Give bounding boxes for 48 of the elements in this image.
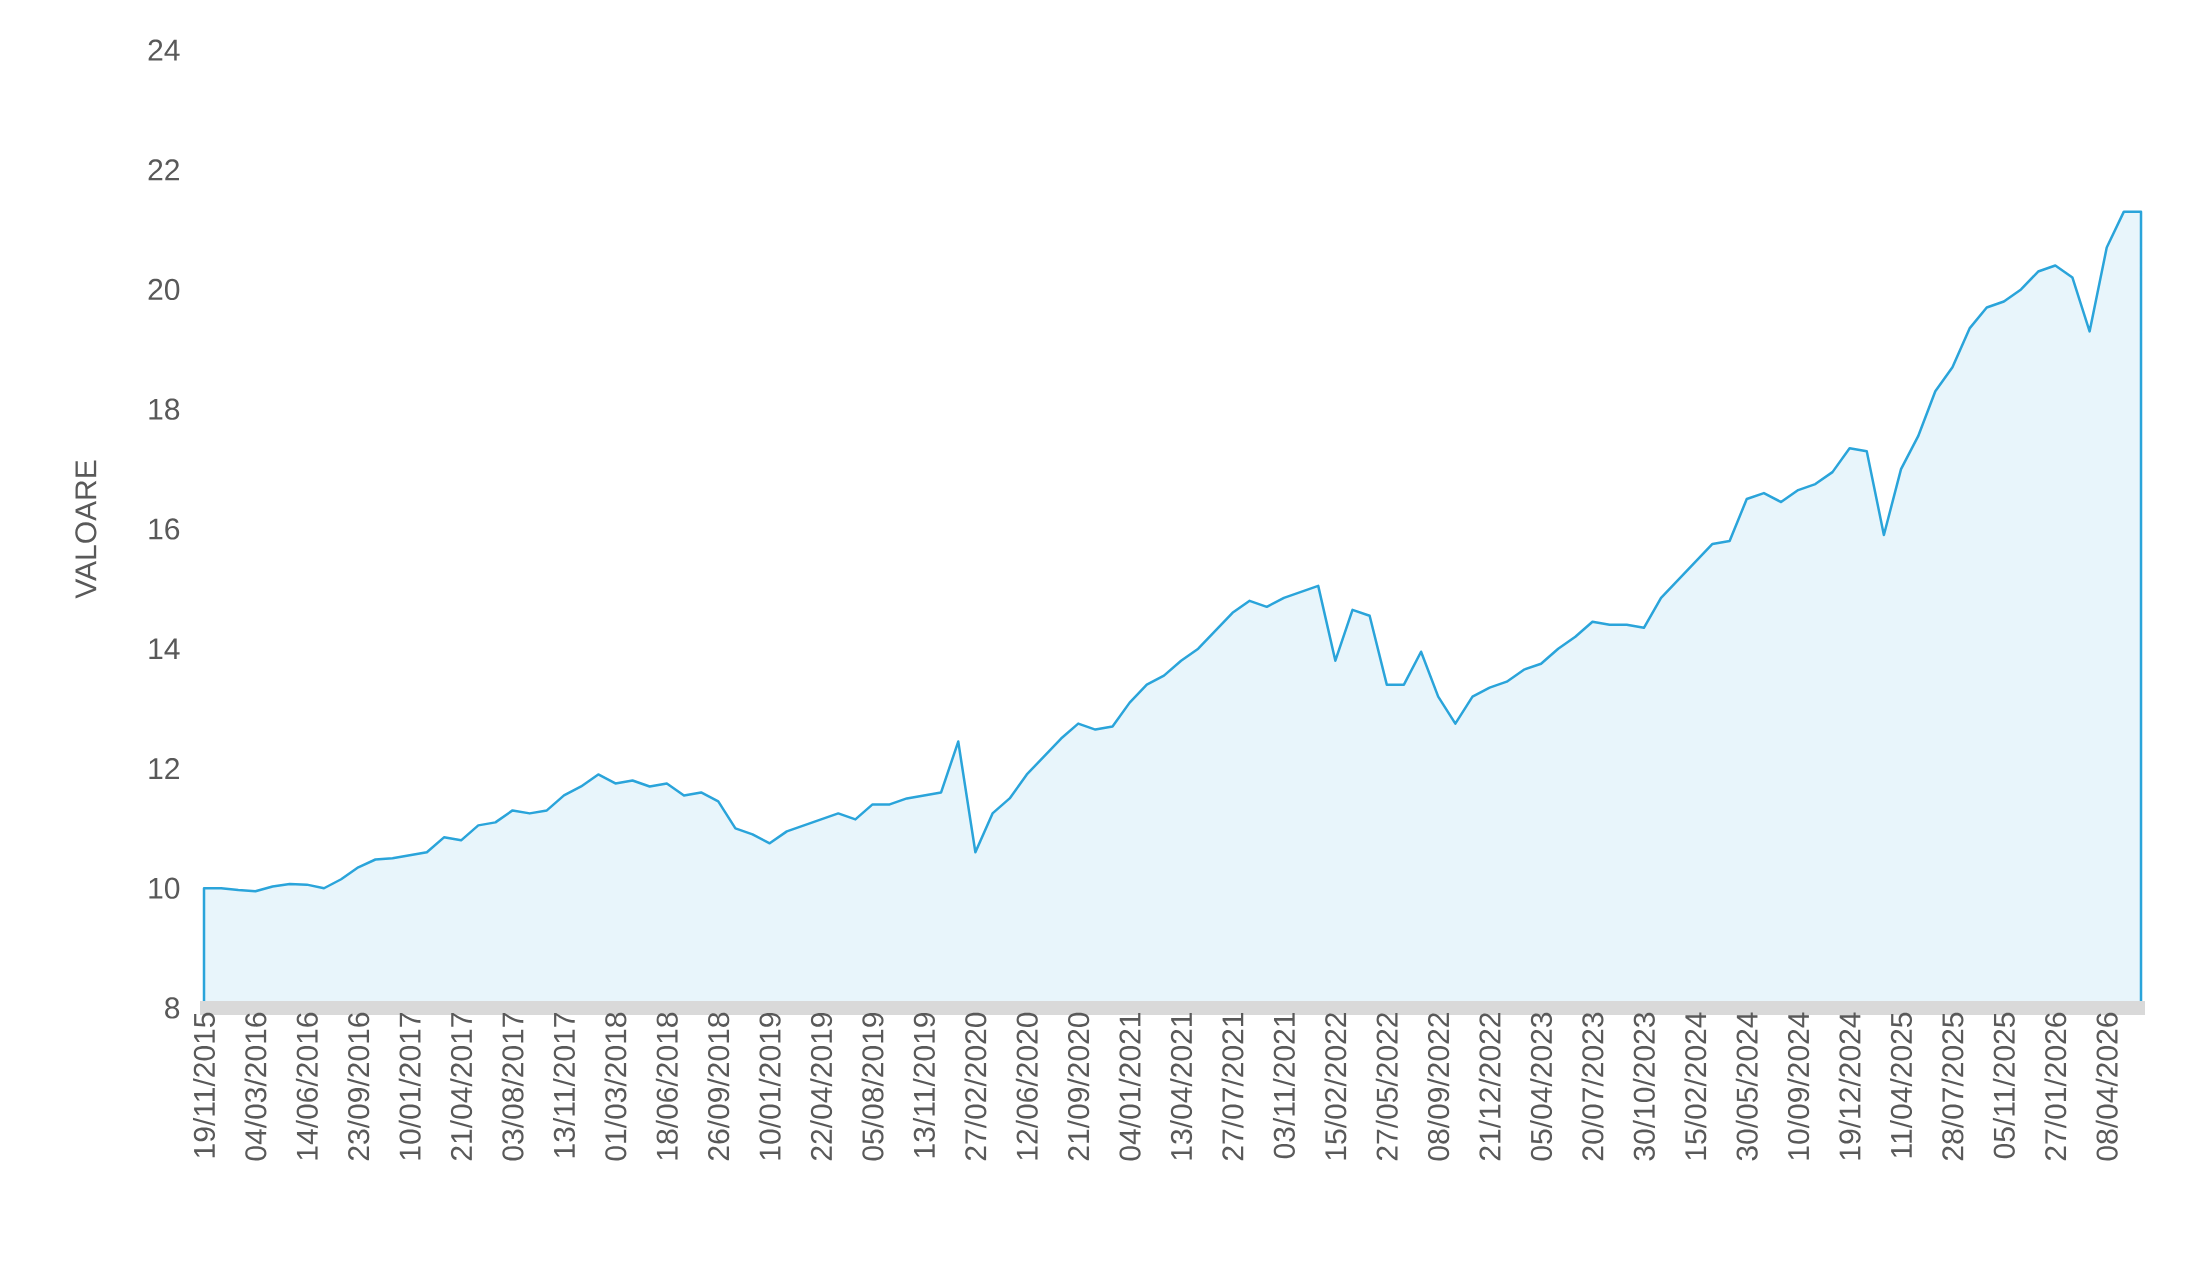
x-tick-label: 27/07/2021 bbox=[1221, 1013, 1244, 1161]
x-tick-label: 04/03/2016 bbox=[244, 1012, 267, 1161]
x-tick-label: 21/12/2022 bbox=[1478, 1013, 1501, 1161]
x-tick-label: 08/04/2026 bbox=[2095, 1012, 2118, 1161]
x-tick-label: 27/01/2026 bbox=[2044, 1012, 2067, 1161]
x-tick-label: 21/09/2020 bbox=[1067, 1012, 1090, 1161]
x-tick-label: 14/06/2016 bbox=[295, 1012, 318, 1160]
y-tick-label: 24 bbox=[148, 39, 180, 61]
x-tick-label: 11/04/2025 bbox=[1890, 1012, 1913, 1158]
x-tick-label: 30/10/2023 bbox=[1632, 1012, 1655, 1161]
x-tick-label: 20/07/2023 bbox=[1581, 1012, 1604, 1161]
x-tick-label: 19/11/2015 bbox=[193, 1012, 216, 1158]
x-tick-label: 10/09/2024 bbox=[1787, 1012, 1810, 1160]
x-tick-label: 26/09/2018 bbox=[707, 1012, 730, 1161]
x-tick-label: 08/09/2022 bbox=[1427, 1013, 1450, 1161]
x-tick-label: 04/01/2021 bbox=[1118, 1013, 1141, 1161]
y-axis-title: VALOARE bbox=[75, 460, 97, 599]
x-tick-label: 28/07/2025 bbox=[1941, 1012, 1964, 1161]
x-tick-label: 05/11/2025 bbox=[1992, 1012, 2015, 1159]
x-tick-label: 21/04/2017 bbox=[450, 1013, 473, 1161]
x-tick-label: 15/02/2024 bbox=[1684, 1012, 1707, 1160]
y-tick-label: 8 bbox=[165, 997, 180, 1019]
x-tick-label: 27/02/2020 bbox=[964, 1012, 987, 1161]
x-tick-label: 22/04/2019 bbox=[810, 1012, 833, 1161]
x-tick-label: 13/04/2021 bbox=[1170, 1013, 1193, 1160]
x-tick-label: 05/08/2019 bbox=[861, 1012, 884, 1161]
x-tick-label: 23/09/2016 bbox=[347, 1012, 370, 1161]
x-tick-label: 03/11/2021 bbox=[1272, 1012, 1295, 1159]
y-tick-label: 10 bbox=[149, 877, 180, 899]
x-tick-label: 13/11/2019 bbox=[912, 1012, 935, 1158]
x-tick-label: 10/01/2017 bbox=[398, 1013, 421, 1160]
y-tick-label: 22 bbox=[148, 159, 179, 181]
x-tick-label: 05/04/2023 bbox=[1530, 1012, 1553, 1161]
y-tick-label: 20 bbox=[148, 278, 180, 301]
x-tick-label: 15/02/2022 bbox=[1324, 1013, 1347, 1160]
x-tick-label: 01/03/2018 bbox=[604, 1012, 627, 1161]
y-tick-label: 12 bbox=[149, 758, 179, 779]
x-tick-label: 19/12/2024 bbox=[1838, 1012, 1861, 1160]
x-tick-label: 30/05/2024 bbox=[1735, 1012, 1758, 1161]
x-tick-label: 03/08/2017 bbox=[501, 1013, 524, 1161]
x-tick-label: 18/06/2018 bbox=[655, 1012, 678, 1160]
x-tick-label: 10/01/2019 bbox=[758, 1012, 781, 1160]
y-tick-label: 16 bbox=[149, 518, 180, 540]
x-tick-label: 27/05/2022 bbox=[1375, 1013, 1398, 1161]
y-tick-label: 14 bbox=[149, 638, 180, 660]
x-tick-label: 12/06/2020 bbox=[1015, 1012, 1038, 1160]
y-tick-label: 18 bbox=[149, 398, 180, 420]
x-tick-label: 13/11/2017 bbox=[552, 1013, 576, 1158]
